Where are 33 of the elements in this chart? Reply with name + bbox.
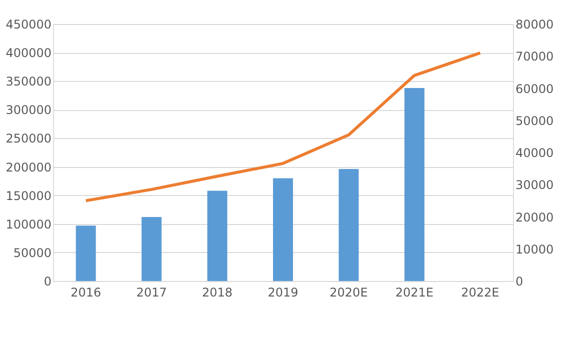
y2-tick-label: 10000 <box>516 242 554 256</box>
y2-tick-label: 30000 <box>516 178 554 192</box>
y2-tick-label: 40000 <box>516 146 554 160</box>
y-tick-label: 150000 <box>6 188 52 203</box>
y-tick-label: 250000 <box>6 132 52 146</box>
y-tick-label: 350000 <box>6 74 52 89</box>
line-series <box>84 51 482 202</box>
y-tick-label: 400000 <box>6 46 52 60</box>
y-tick-label: 200000 <box>6 160 52 174</box>
x-tick-label: 2020E <box>330 286 368 300</box>
bar <box>207 190 228 281</box>
y2-tick-label: 70000 <box>516 50 554 64</box>
bar <box>273 178 293 281</box>
y2-tick-label: 80000 <box>516 18 554 32</box>
y-tick-label: 300000 <box>6 103 52 118</box>
x-tick-label: 2022E <box>461 286 500 300</box>
x-tick-label: 2021E <box>395 286 434 300</box>
x-tick-label: 2016 <box>70 286 102 300</box>
x-tick-label: 2019 <box>268 286 298 300</box>
y2-tick-label: 50000 <box>516 114 554 128</box>
y-tick-label: 100000 <box>6 217 52 232</box>
x-tick-label: 2018 <box>202 286 233 300</box>
bar <box>76 226 96 281</box>
y2-tick-label: 20000 <box>516 210 554 224</box>
bar <box>142 217 162 281</box>
bar <box>338 169 359 281</box>
y-tick-label: 50000 <box>13 246 52 260</box>
y-tick-label: 450000 <box>6 18 52 32</box>
bar <box>404 88 424 281</box>
x-tick-label: 2017 <box>136 286 167 300</box>
y2-tick-label: 0 <box>516 274 524 288</box>
y2-tick-label: 60000 <box>516 82 554 96</box>
y-tick-label: 0 <box>44 274 52 288</box>
